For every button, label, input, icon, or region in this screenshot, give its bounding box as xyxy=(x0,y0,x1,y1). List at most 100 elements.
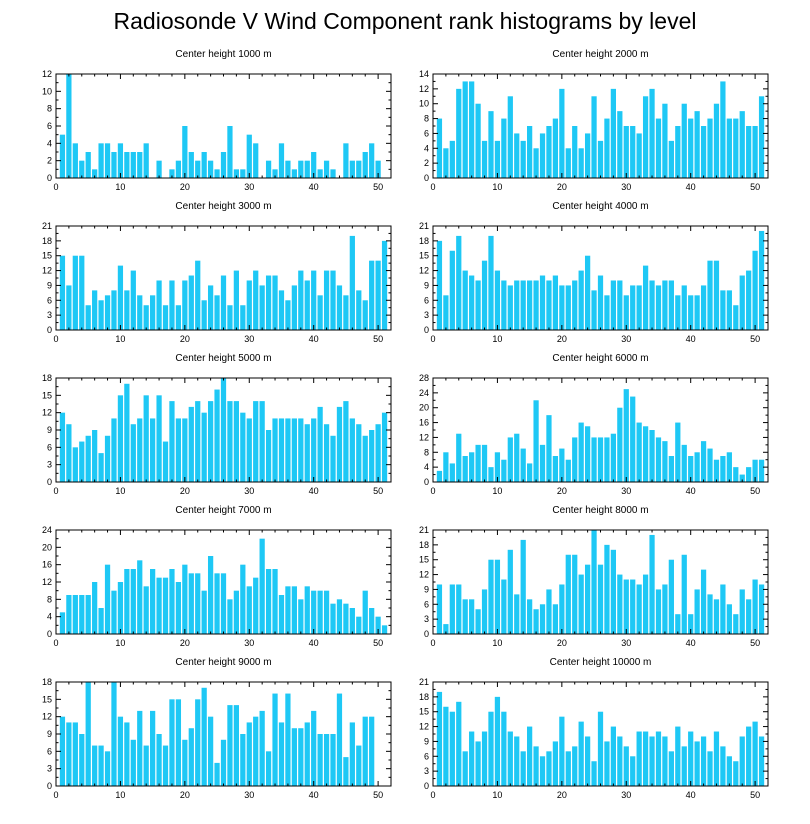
bar xyxy=(475,103,481,178)
bar xyxy=(694,111,700,178)
bar xyxy=(311,710,317,786)
bar xyxy=(713,731,720,786)
y-tick-label: 8 xyxy=(424,447,429,457)
bar xyxy=(578,270,584,330)
y-tick-label: 24 xyxy=(42,525,52,535)
bar xyxy=(758,736,765,786)
bar xyxy=(752,721,758,786)
bar xyxy=(449,463,455,482)
bar xyxy=(604,544,610,634)
bar xyxy=(175,418,182,482)
x-tick-label: 50 xyxy=(373,790,383,800)
bar xyxy=(356,160,362,178)
x-tick-label: 30 xyxy=(621,486,631,496)
bar xyxy=(642,426,649,482)
bar xyxy=(214,389,220,482)
bar xyxy=(143,395,149,482)
bar xyxy=(92,169,98,178)
bar xyxy=(462,81,468,178)
bar xyxy=(688,456,694,482)
bar xyxy=(449,250,455,330)
bar xyxy=(469,275,475,330)
bar xyxy=(343,603,349,634)
bar xyxy=(162,441,169,482)
bar xyxy=(514,433,520,482)
bar xyxy=(552,275,559,330)
bar xyxy=(597,437,604,482)
bar xyxy=(662,103,668,178)
y-tick-label: 6 xyxy=(424,751,429,761)
bar xyxy=(246,586,252,634)
bar xyxy=(137,710,143,786)
bar xyxy=(150,710,156,786)
histogram-panel: Center height 10000 m 0 10 20 30 40 50 0 3 6 9 12 15… xyxy=(419,657,769,800)
bar xyxy=(343,295,349,330)
bar xyxy=(520,140,526,178)
x-tick-label: 0 xyxy=(430,486,435,496)
bar xyxy=(668,559,674,634)
bar xyxy=(137,295,143,330)
bar xyxy=(330,270,336,330)
bar xyxy=(443,452,449,482)
bar xyxy=(758,459,765,482)
y-tick-label: 12 xyxy=(419,84,429,94)
bar xyxy=(240,412,246,482)
x-tick-label: 20 xyxy=(557,790,567,800)
bar xyxy=(462,599,468,634)
bar xyxy=(649,534,655,634)
y-tick-label: 6 xyxy=(47,295,52,305)
bar xyxy=(514,594,520,634)
bar xyxy=(311,418,317,482)
bar xyxy=(668,140,674,178)
bar xyxy=(130,270,136,330)
bar xyxy=(636,422,642,482)
bar xyxy=(59,412,66,482)
bar xyxy=(369,716,375,786)
bar xyxy=(66,595,72,634)
bar xyxy=(207,160,214,178)
bar xyxy=(617,280,623,330)
bar xyxy=(675,614,681,634)
bar xyxy=(233,270,239,330)
bar xyxy=(156,577,162,634)
bar xyxy=(130,152,136,178)
bar xyxy=(291,169,297,178)
bar xyxy=(539,275,546,330)
bar xyxy=(565,459,571,482)
y-tick-label: 6 xyxy=(424,128,429,138)
bar xyxy=(317,590,323,634)
bar xyxy=(713,260,720,330)
bar xyxy=(597,140,604,178)
bar xyxy=(527,599,533,634)
bar xyxy=(381,625,388,634)
x-tick-label: 50 xyxy=(750,182,760,192)
bar xyxy=(111,290,117,330)
y-tick-label: 12 xyxy=(42,69,52,79)
y-tick-label: 3 xyxy=(424,766,429,776)
bar xyxy=(343,401,349,482)
x-tick-label: 0 xyxy=(53,334,58,344)
bar xyxy=(481,731,488,786)
bar xyxy=(720,81,726,178)
bar xyxy=(681,746,687,786)
bar xyxy=(546,126,552,178)
bar xyxy=(169,280,175,330)
bar xyxy=(182,280,188,330)
x-tick-label: 20 xyxy=(557,486,567,496)
histogram-panel: Center height 4000 m 0 10 20 30 40 50 0 3 6 9 12 15 1… xyxy=(419,201,769,344)
bar xyxy=(72,722,78,786)
bar xyxy=(104,143,111,178)
bar xyxy=(278,143,285,178)
bar xyxy=(733,305,739,330)
x-tick-label: 40 xyxy=(309,182,319,192)
bar xyxy=(436,584,443,634)
bar xyxy=(591,290,597,330)
bar xyxy=(681,554,687,634)
bar xyxy=(552,456,559,482)
bar xyxy=(584,255,591,330)
bar xyxy=(375,616,381,634)
bar xyxy=(662,736,668,786)
bar xyxy=(188,275,194,330)
bar xyxy=(291,285,297,330)
bar xyxy=(707,594,713,634)
